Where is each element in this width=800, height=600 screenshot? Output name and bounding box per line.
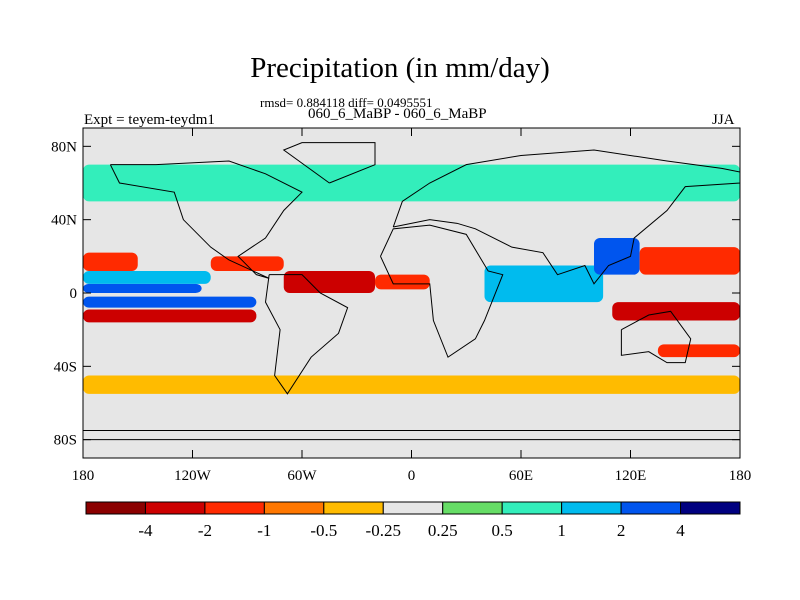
colorbar-label: 0.5: [492, 521, 513, 540]
colorbar-label: -0.5: [310, 521, 337, 540]
experiment-label: Expt = teyem-teydm1: [84, 112, 215, 128]
coastline: [109, 160, 303, 279]
colorbar-label: 2: [617, 521, 626, 540]
field-region: [612, 302, 740, 321]
field-region: [83, 375, 740, 394]
runs-subtitle: 060_6_MaBP - 060_6_MaBP: [308, 106, 487, 122]
field-region: [83, 271, 211, 284]
colorbar-swatch: [620, 501, 682, 515]
colorbar-swatch: [561, 501, 622, 515]
x-tick-label: 60E: [509, 468, 533, 484]
coastline: [282, 142, 376, 184]
colorbar-swatch: [204, 501, 265, 515]
season-label: JJA: [712, 112, 735, 128]
x-tick-label: 180: [72, 468, 95, 484]
x-tick-label: 120W: [174, 468, 212, 484]
colorbar-swatch: [680, 501, 741, 515]
field-region: [83, 164, 740, 202]
coastline: [380, 224, 504, 358]
colorbar-swatch: [442, 501, 503, 515]
colorbar-swatch: [382, 501, 444, 515]
colorbar-swatch: [501, 501, 563, 515]
y-tick-label: 80S: [54, 433, 77, 449]
colorbar-label: -2: [198, 521, 212, 540]
colorbar-swatch: [263, 501, 325, 515]
chart-title: Precipitation (in mm/day): [250, 52, 550, 84]
x-tick-label: 120E: [615, 468, 647, 484]
y-tick-label: 40S: [54, 359, 77, 375]
field-region: [83, 283, 202, 293]
x-tick-label: 60W: [287, 468, 317, 484]
stats-line: rmsd= 0.884118 diff= 0.0495551: [260, 95, 433, 110]
field-region: [594, 238, 640, 275]
colorbar-swatch: [144, 501, 206, 515]
y-tick-label: 80N: [51, 139, 77, 155]
coastline: [392, 149, 741, 285]
colorbar-label: 1: [557, 521, 566, 540]
coastline: [264, 274, 349, 395]
field-region: [375, 274, 430, 290]
field-region: [639, 247, 740, 275]
x-tick-label: 0: [408, 468, 416, 484]
colorbar-label: 0.25: [428, 521, 458, 540]
colorbar-swatch: [323, 501, 384, 515]
colorbar-label: -0.25: [366, 521, 401, 540]
field-region: [83, 252, 138, 271]
y-tick-label: 40N: [51, 213, 77, 229]
colorbar-swatch: [85, 501, 146, 515]
field-region: [283, 271, 375, 293]
y-tick-label: 0: [70, 286, 78, 302]
colorbar-label: -4: [138, 521, 153, 540]
colorbar-label: -1: [257, 521, 271, 540]
coastline: [620, 310, 692, 364]
x-tick-label: 180: [729, 468, 752, 484]
colorbar-label: 4: [676, 521, 685, 540]
field-region: [484, 265, 604, 303]
field-region: [83, 296, 257, 308]
field-region: [657, 344, 740, 358]
field-region: [83, 309, 257, 323]
